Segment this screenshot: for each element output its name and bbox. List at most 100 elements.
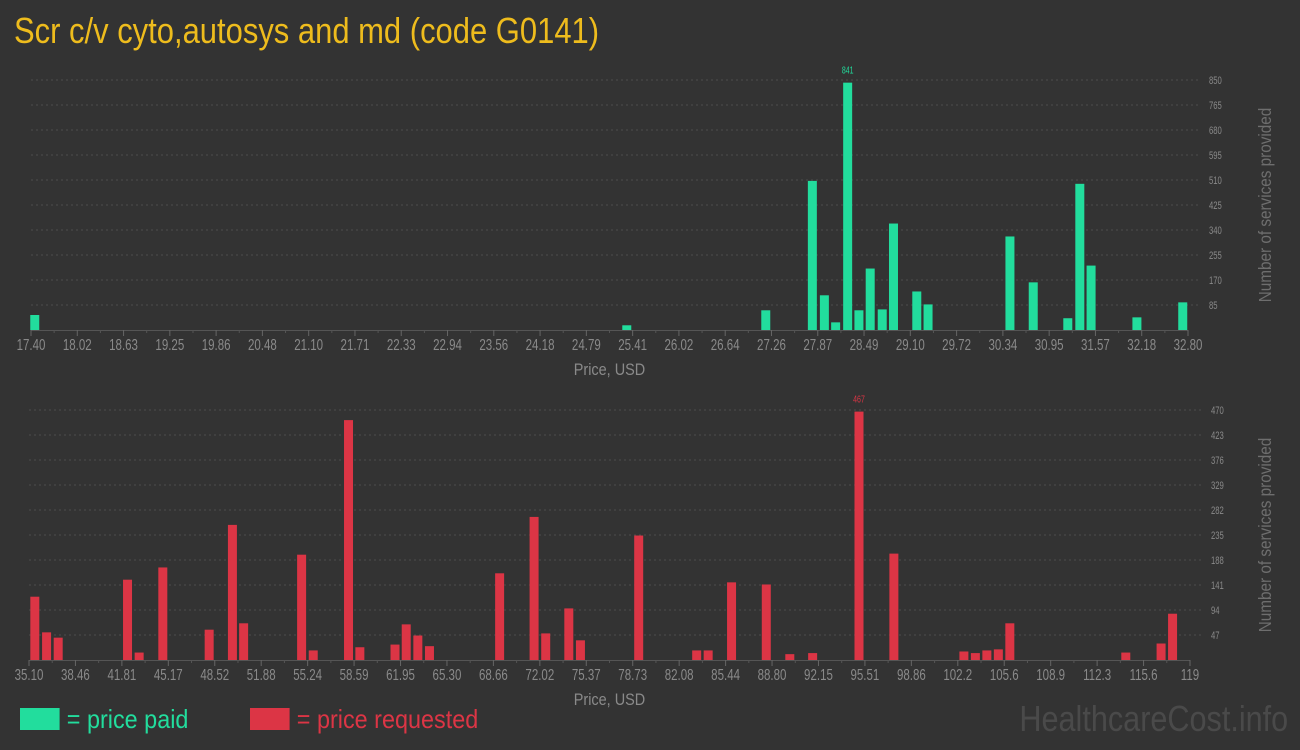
requested-x-tick-label: 41.81 <box>107 665 136 683</box>
requested-bar <box>344 420 354 660</box>
paid-x-tick-label: 27.87 <box>803 335 832 353</box>
requested-y-tick-label: 423 <box>1211 430 1224 443</box>
paid-bar <box>1086 265 1096 330</box>
paid-y-tick-label: 85 <box>1209 300 1218 313</box>
paid-x-tick-label: 30.34 <box>988 335 1017 353</box>
requested-x-tick-label: 108.9 <box>1036 665 1065 683</box>
paid-x-tick-label: 31.57 <box>1081 335 1110 353</box>
requested-x-tick-label: 68.66 <box>479 665 508 683</box>
paid-x-tick-label: 29.72 <box>942 335 971 353</box>
paid-y-tick-label: 425 <box>1209 200 1222 213</box>
requested-x-axis-title: Price, USD <box>574 691 645 709</box>
paid-x-tick-label: 17.40 <box>17 335 46 353</box>
paid-bar <box>622 325 632 330</box>
paid-x-axis-title: Price, USD <box>574 361 645 379</box>
paid-bar <box>865 268 875 330</box>
requested-bar <box>308 650 318 660</box>
paid-x-tick-label: 27.26 <box>757 335 786 353</box>
paid-x-tick-label: 22.94 <box>433 335 462 353</box>
paid-y-tick-label: 680 <box>1209 125 1222 138</box>
requested-bar <box>889 553 899 660</box>
chart-title: Scr c/v cyto,autosys and md (code G0141) <box>14 10 600 51</box>
requested-y-tick-label: 376 <box>1211 455 1224 468</box>
requested-x-tick-label: 115.6 <box>1130 665 1158 683</box>
requested-bar <box>970 653 980 660</box>
requested-y-axis-title: Number of services provided <box>1255 438 1275 633</box>
requested-x-tick-label: 72.02 <box>525 665 554 683</box>
paid-x-tick-label: 18.02 <box>63 335 92 353</box>
requested-bar <box>239 623 249 660</box>
paid-bar <box>30 315 40 330</box>
paid-bar <box>877 309 887 330</box>
requested-bar <box>1005 623 1015 660</box>
paid-x-tick-label: 24.18 <box>526 335 555 353</box>
requested-bar <box>401 624 411 660</box>
requested-x-tick-label: 78.73 <box>618 665 647 683</box>
paid-x-tick-label: 32.18 <box>1127 335 1156 353</box>
paid-bar <box>819 295 829 330</box>
requested-bar <box>1121 652 1131 660</box>
requested-x-tick-label: 98.86 <box>897 665 926 683</box>
requested-y-tick-label: 329 <box>1211 480 1224 493</box>
legend-label-requested: = price requested <box>296 703 479 734</box>
requested-y-tick-label: 282 <box>1211 505 1224 518</box>
paid-bar <box>888 223 898 330</box>
paid-bar <box>1132 317 1142 330</box>
requested-bar <box>355 647 365 660</box>
requested-bar <box>692 650 702 660</box>
paid-bar <box>1075 183 1085 330</box>
requested-bar <box>703 650 713 660</box>
paid-y-tick-label: 850 <box>1209 75 1222 88</box>
requested-y-tick-label: 235 <box>1211 530 1224 543</box>
legend-swatch-paid <box>20 708 60 730</box>
requested-x-tick-label: 35.10 <box>15 665 44 683</box>
paid-peak-label: 841 <box>842 64 854 76</box>
paid-x-tick-label: 26.02 <box>665 335 694 353</box>
paid-bar <box>807 180 817 330</box>
paid-x-tick-label: 32.80 <box>1174 335 1203 353</box>
requested-bar <box>53 637 63 660</box>
paid-x-tick-label: 18.63 <box>109 335 138 353</box>
requested-bar <box>564 608 574 660</box>
requested-bar <box>575 640 585 660</box>
paid-bar <box>1005 236 1015 330</box>
paid-bar <box>854 310 864 330</box>
paid-x-tick-label: 26.64 <box>711 335 740 353</box>
requested-bar <box>761 584 771 660</box>
paid-x-tick-label: 30.95 <box>1035 335 1064 353</box>
requested-x-tick-label: 82.08 <box>665 665 694 683</box>
paid-bar <box>923 304 933 330</box>
paid-x-tick-label: 28.49 <box>850 335 879 353</box>
paid-bar <box>1028 282 1038 330</box>
requested-bar <box>42 632 52 660</box>
paid-x-tick-label: 29.10 <box>896 335 925 353</box>
requested-x-tick-label: 112.3 <box>1083 665 1111 683</box>
requested-x-tick-label: 105.6 <box>990 665 1019 683</box>
requested-bar <box>529 516 539 660</box>
requested-x-tick-label: 55.24 <box>293 665 322 683</box>
requested-x-tick-label: 92.15 <box>804 665 833 683</box>
legend-item-paid: = price paid <box>20 704 188 734</box>
paid-y-tick-label: 170 <box>1209 275 1222 288</box>
requested-bar <box>541 633 551 660</box>
requested-x-tick-label: 85.44 <box>711 665 740 683</box>
requested-x-tick-label: 75.37 <box>572 665 601 683</box>
requested-bar <box>413 635 423 660</box>
requested-bar <box>134 652 144 660</box>
paid-x-tick-label: 25.41 <box>618 335 647 353</box>
paid-x-tick-label: 19.86 <box>202 335 231 353</box>
paid-bar <box>1063 318 1073 330</box>
requested-y-tick-label: 188 <box>1211 555 1224 568</box>
requested-peak-label: 467 <box>853 393 865 405</box>
requested-x-tick-label: 48.52 <box>200 665 229 683</box>
requested-bar <box>123 579 133 660</box>
requested-bar <box>204 629 214 660</box>
paid-x-tick-label: 21.10 <box>294 335 323 353</box>
legend-swatch-requested <box>250 708 290 730</box>
paid-y-tick-label: 510 <box>1209 175 1222 188</box>
watermark: HealthcareCost.info <box>1019 698 1288 739</box>
requested-bar <box>982 650 992 660</box>
requested-x-tick-label: 38.46 <box>61 665 90 683</box>
paid-x-tick-label: 22.33 <box>387 335 416 353</box>
